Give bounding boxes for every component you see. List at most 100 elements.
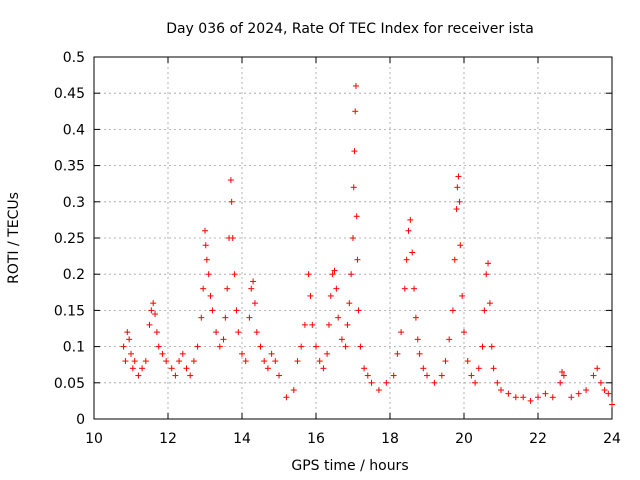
data-point: [338, 336, 345, 343]
data-point: [456, 198, 463, 205]
data-point: [454, 184, 461, 191]
data-point: [207, 292, 214, 299]
data-point: [455, 173, 462, 180]
data-point: [246, 314, 253, 321]
data-point: [152, 311, 159, 318]
data-point: [150, 300, 157, 307]
data-point: [253, 329, 260, 336]
data-point: [479, 343, 486, 350]
tick-layer: 0 0.05 0.1 0.15 0.2 0.25 0.3 0.35 0.4 0.45 0.5 10 12…: [54, 50, 621, 447]
data-point: [126, 336, 133, 343]
data-point: [122, 358, 129, 365]
data-point: [442, 358, 449, 365]
data-point: [129, 365, 136, 372]
x-tick-label: 20: [455, 431, 473, 447]
data-point: [568, 394, 575, 401]
data-point: [375, 387, 382, 394]
data-point: [414, 336, 421, 343]
data-point: [213, 329, 220, 336]
data-point: [239, 350, 245, 357]
data-point: [557, 379, 564, 386]
data-point: [594, 365, 601, 372]
data-point: [224, 285, 231, 292]
data-point: [301, 321, 308, 328]
data-point: [390, 372, 397, 379]
y-tick-label: 0.35: [54, 159, 85, 175]
data-point: [459, 292, 466, 299]
data-point: [242, 358, 249, 365]
data-point: [168, 365, 175, 372]
data-point: [135, 372, 142, 379]
data-point: [353, 213, 360, 220]
marks-layer: [120, 82, 615, 408]
data-point: [464, 358, 471, 365]
data-point: [305, 271, 312, 278]
y-tick-label: 0.05: [54, 376, 85, 392]
data-point: [457, 242, 464, 249]
data-point: [261, 358, 268, 365]
data-point: [527, 397, 534, 404]
data-point: [505, 390, 512, 397]
data-point: [333, 285, 340, 292]
y-tick-label: 0.4: [63, 122, 85, 138]
data-point: [172, 372, 179, 379]
data-point: [424, 372, 430, 379]
data-point: [542, 390, 549, 397]
data-point: [601, 387, 608, 394]
data-point: [329, 271, 336, 278]
x-tick-label: 12: [159, 431, 177, 447]
data-point: [407, 216, 414, 223]
data-point: [475, 365, 482, 372]
y-tick-label: 0.3: [63, 195, 85, 211]
data-point: [257, 343, 264, 350]
data-point: [183, 365, 190, 372]
data-point: [216, 343, 223, 350]
data-point: [153, 329, 160, 336]
x-axis-title: GPS time / hours: [291, 458, 408, 474]
data-point: [512, 394, 519, 401]
data-point: [453, 206, 460, 213]
y-tick-label: 0.5: [63, 50, 85, 66]
data-point: [411, 285, 418, 292]
data-point: [498, 387, 504, 394]
data-point: [131, 358, 138, 365]
data-point: [346, 300, 353, 307]
data-point: [609, 401, 615, 408]
data-point: [248, 285, 255, 292]
data-point: [605, 390, 612, 397]
data-point: [403, 256, 410, 263]
data-point: [209, 307, 216, 314]
data-point: [350, 235, 356, 241]
data-point: [307, 292, 314, 299]
data-point: [398, 329, 405, 336]
data-point: [461, 329, 467, 336]
y-tick-label: 0.25: [54, 231, 85, 247]
data-point: [559, 368, 566, 375]
y-tick-label: 0.1: [63, 340, 85, 356]
data-point: [231, 271, 238, 278]
data-point: [449, 307, 456, 314]
x-tick-label: 16: [307, 431, 325, 447]
data-point: [352, 82, 359, 89]
data-point: [222, 314, 229, 321]
data-point: [205, 271, 212, 278]
data-point: [179, 350, 186, 357]
data-point: [472, 379, 479, 386]
data-point: [344, 321, 351, 328]
data-point: [233, 307, 240, 314]
data-point: [355, 307, 362, 314]
data-point: [220, 336, 227, 343]
data-point: [383, 379, 390, 386]
data-point: [316, 358, 323, 365]
data-point: [139, 365, 146, 372]
data-point: [354, 256, 361, 263]
data-point: [394, 350, 401, 357]
data-point: [351, 148, 358, 155]
data-point: [412, 314, 419, 321]
data-point: [142, 358, 149, 365]
data-point: [575, 390, 582, 397]
x-tick-label: 10: [85, 431, 103, 447]
x-tick-label: 18: [381, 431, 399, 447]
data-point: [494, 379, 501, 386]
